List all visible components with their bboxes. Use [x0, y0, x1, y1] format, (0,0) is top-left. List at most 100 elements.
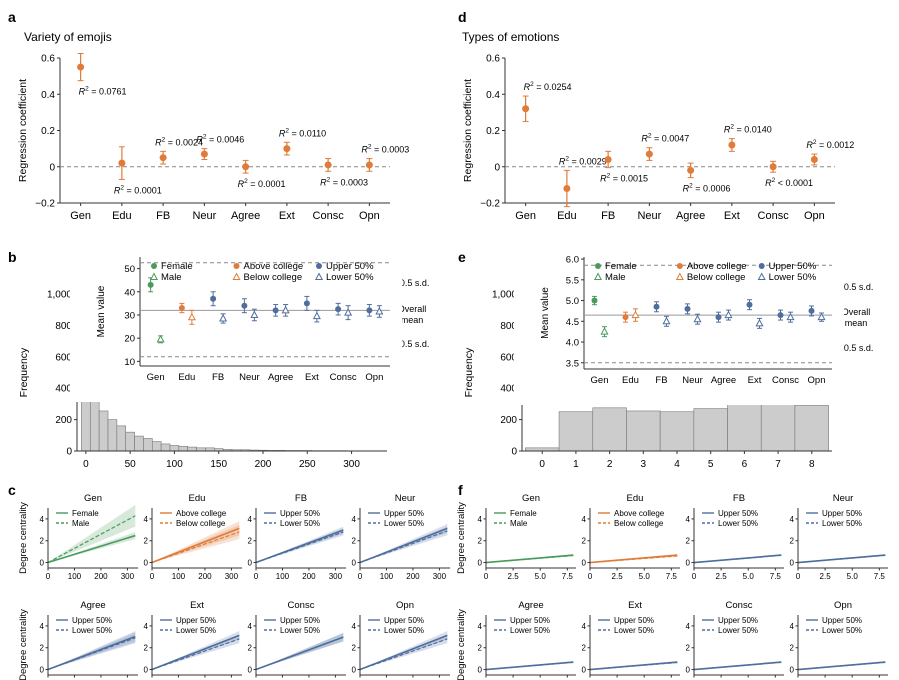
inset-x-tick-label: FB [212, 372, 224, 383]
x-tick-label: 0 [539, 459, 545, 470]
histogram-bar [693, 408, 728, 452]
y-tick-label: 0 [494, 162, 500, 173]
legend-label: Lower 50% [769, 272, 817, 283]
y-tick-label: 0 [582, 666, 587, 675]
y-tick-label: 400 [55, 384, 72, 395]
inset-y-tick-label: 5.5 [566, 275, 579, 286]
r2-superscript: 2 [565, 155, 569, 162]
y-tick-label: 2 [352, 537, 357, 546]
annot-plus-b: +0.5 s.d. [395, 278, 430, 288]
annot-minus-b: −0.5 s.d. [395, 339, 430, 349]
r2-value: = 0.0110 [289, 128, 326, 138]
inset-point-filled [335, 306, 342, 313]
r2-symbol: R [361, 145, 368, 155]
annot-mean-b: mean [401, 315, 424, 325]
legend-label: Lower 50% [72, 626, 112, 635]
inset-x-tick-label: Agree [268, 372, 293, 383]
confidence-band [152, 521, 240, 563]
subplot-title: Edu [627, 493, 644, 504]
x-tick-label: Consc [758, 210, 790, 222]
y-tick-label: 0 [352, 559, 357, 568]
x-tick-label: 100 [166, 459, 183, 470]
legend-label: Upper 50% [614, 616, 654, 625]
histogram-bar [169, 445, 180, 452]
y-tick-label: 0 [248, 666, 253, 675]
r2-symbol: R [600, 174, 607, 184]
y-tick-label: 2 [248, 537, 253, 546]
legend-label: Female [72, 509, 99, 518]
x-tick-label: 0 [484, 572, 489, 581]
r2-value: < 0.0001 [775, 178, 813, 188]
y-tick-label: 0 [248, 559, 253, 568]
confidence-band [48, 632, 136, 670]
inset-y-tick-label: 10 [124, 357, 135, 368]
annotation-e: +0.5 s.d. Overall mean −0.5 s.d. [839, 282, 874, 353]
y-tick-label: 4 [478, 515, 483, 524]
y-tick-label: 0 [686, 666, 691, 675]
r2-symbol: R [765, 178, 772, 188]
subplot-title: FB [295, 493, 307, 504]
r2-superscript: 2 [772, 177, 776, 184]
coef-plot-d: −0.2 0 0.2 0.4 0.6 Regression coefficient Gen R… [462, 54, 854, 223]
inset-point-open [817, 312, 826, 321]
inset-point-open [631, 310, 640, 319]
r2-symbol: R [155, 137, 162, 147]
x-tick-label: 1 [573, 459, 579, 470]
x-tick-label: 7.5 [874, 572, 886, 581]
inset-y-tick-label: 4.0 [566, 338, 579, 349]
regression-line [797, 661, 886, 671]
r2-value: = 0.0006 [693, 184, 731, 194]
r2-value: = 0.0015 [610, 174, 648, 184]
x-tick-label: 2.5 [820, 572, 832, 581]
histogram-bar [558, 411, 594, 452]
r2-value: = 0.0046 [207, 135, 245, 145]
legend-label: Below college [244, 272, 303, 283]
y-tick-label: 4 [40, 515, 45, 524]
r2-value: = 0.0029 [569, 156, 607, 166]
subplot-title: Consc [288, 600, 315, 611]
histogram-bar [134, 435, 144, 452]
inset-point-filled [210, 295, 217, 302]
y-axis-label: Degree centrality [456, 502, 467, 574]
y-tick-label: −0.2 [480, 199, 500, 210]
regression-line [589, 555, 678, 564]
annot-overall-b: Overall [398, 304, 427, 314]
y-tick-label: 0 [144, 666, 149, 675]
inset-point-open [375, 306, 384, 315]
r2-symbol: R [279, 128, 286, 138]
r2-superscript: 2 [203, 134, 207, 141]
histogram-bar [125, 431, 135, 452]
r2-superscript: 2 [607, 173, 611, 180]
regression-line [485, 554, 574, 564]
regression-line [151, 531, 240, 564]
inset-y-tick-label: 6.0 [566, 255, 579, 266]
inset-point-open [693, 314, 702, 323]
inset-background [70, 245, 402, 402]
y-axis-label: Regression coefficient [462, 79, 474, 182]
y-tick-label: 0 [352, 666, 357, 675]
r2-label: R2 = 0.0003 [320, 176, 368, 187]
histogram-bar [116, 425, 127, 452]
data-point [522, 105, 530, 113]
y-axis-label: Frequency [463, 347, 475, 397]
y-tick-label: 0 [582, 559, 587, 568]
data-point [200, 150, 208, 158]
y-tick-label: 2 [478, 644, 483, 653]
x-tick-label: 150 [210, 459, 227, 470]
annotation-b: +0.5 s.d. Overall mean −0.5 s.d. [395, 278, 430, 349]
data-point [769, 163, 777, 171]
r2-superscript: 2 [813, 139, 817, 146]
y-tick-label: 200 [55, 415, 72, 426]
r2-superscript: 2 [120, 184, 124, 191]
y-tick-label: 800 [500, 321, 517, 332]
inset-point-filled [178, 305, 185, 312]
y-tick-label: 2 [248, 644, 253, 653]
x-tick-label: Ext [279, 210, 295, 222]
r2-label: R2 = 0.0254 [524, 81, 572, 92]
subplot-neur: Neur 0 2 4 0 100 200 300 Upper 50%Lower 50% [352, 493, 450, 581]
inset-point-open [344, 308, 353, 316]
legend-marker-open [232, 272, 241, 280]
x-tick-label: FB [601, 210, 615, 222]
r2-value: = 0.0001 [124, 185, 162, 195]
